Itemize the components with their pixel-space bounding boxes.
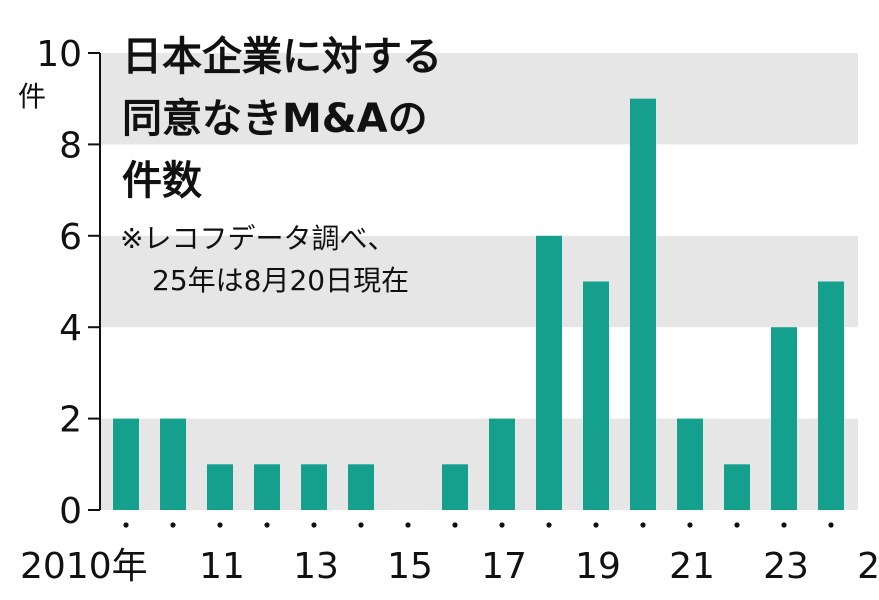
bar-2017 xyxy=(442,464,468,510)
bar-2013 xyxy=(254,464,280,510)
x-tick-dot-2020 xyxy=(593,522,599,528)
note-line-2: 25年は8月20日現在 xyxy=(152,264,409,297)
y-tick-label-2: 2 xyxy=(59,400,82,441)
bar-2019 xyxy=(536,235,562,511)
x-tick-label-19: 19 xyxy=(575,546,621,587)
grid-bands xyxy=(100,53,858,510)
x-tick-dot-2019 xyxy=(546,522,552,528)
x-tick-label-23: 23 xyxy=(763,546,809,587)
x-tick-dot-2017 xyxy=(452,522,458,528)
bar-2011 xyxy=(160,418,186,510)
x-tick-dot-2011 xyxy=(170,522,176,528)
source-note: ※レコフデータ調べ、 25年は8月20日現在 xyxy=(120,222,409,297)
x-tick-label-2010年: 2010年 xyxy=(20,546,148,587)
title-line-2: 同意なきM&Aの xyxy=(122,96,428,142)
x-tick-dot-2018 xyxy=(499,522,505,528)
y-tick-label-6: 6 xyxy=(59,217,82,258)
x-tick-labels: 2010年 11 13 15 17 19 21 23 25 xyxy=(20,546,879,587)
x-tick-dot-2022 xyxy=(687,522,693,528)
grid-band-2 xyxy=(100,53,858,145)
bar-2023 xyxy=(724,464,750,510)
bar-2010 xyxy=(113,418,139,510)
x-tick-label-17: 17 xyxy=(481,546,527,587)
y-tick-label-0: 0 xyxy=(59,491,82,532)
bar-2020 xyxy=(583,281,609,510)
x-tick-dot-2021 xyxy=(640,522,646,528)
y-unit-label: 件 xyxy=(18,80,46,113)
grid-band-1 xyxy=(100,235,858,328)
x-tick-dot-2010 xyxy=(123,522,129,528)
bar-2022 xyxy=(677,418,703,510)
x-tick-label-21: 21 xyxy=(669,546,715,587)
bar-2018 xyxy=(489,418,515,510)
bar-2025 xyxy=(818,281,844,510)
bar-2014 xyxy=(301,464,327,510)
x-tick-dot-2023 xyxy=(734,522,740,528)
x-tick-dot-2013 xyxy=(264,522,270,528)
chart-title: 日本企業に対する 同意なきM&Aの 件数 xyxy=(122,34,442,204)
bar-2024 xyxy=(771,327,797,510)
x-tick-dot-2016 xyxy=(405,522,411,528)
x-tick-dot-2012 xyxy=(217,522,223,528)
axis xyxy=(88,52,834,528)
x-tick-label-11: 11 xyxy=(199,546,245,587)
x-tick-dot-2025 xyxy=(828,522,834,528)
x-tick-label-15: 15 xyxy=(387,546,433,587)
bar-2012 xyxy=(207,464,233,510)
y-tick-label-8: 8 xyxy=(59,125,82,166)
note-line-1: ※レコフデータ調べ、 xyxy=(120,222,395,255)
y-tick-label-4: 4 xyxy=(59,308,82,349)
title-line-3: 件数 xyxy=(122,158,202,204)
bar-2021 xyxy=(630,98,656,510)
y-tick-label-10: 10 xyxy=(36,34,82,75)
y-tick-labels: 0 2 4 6 8 10 xyxy=(36,34,82,532)
x-tick-dot-2024 xyxy=(781,522,787,528)
bar-2015 xyxy=(348,464,374,510)
x-tick-label-25: 25 xyxy=(857,546,879,587)
x-tick-label-13: 13 xyxy=(293,546,339,587)
title-line-1: 日本企業に対する xyxy=(122,34,442,80)
x-tick-dot-2014 xyxy=(311,522,317,528)
bars xyxy=(113,98,844,511)
x-tick-dot-2015 xyxy=(358,522,364,528)
